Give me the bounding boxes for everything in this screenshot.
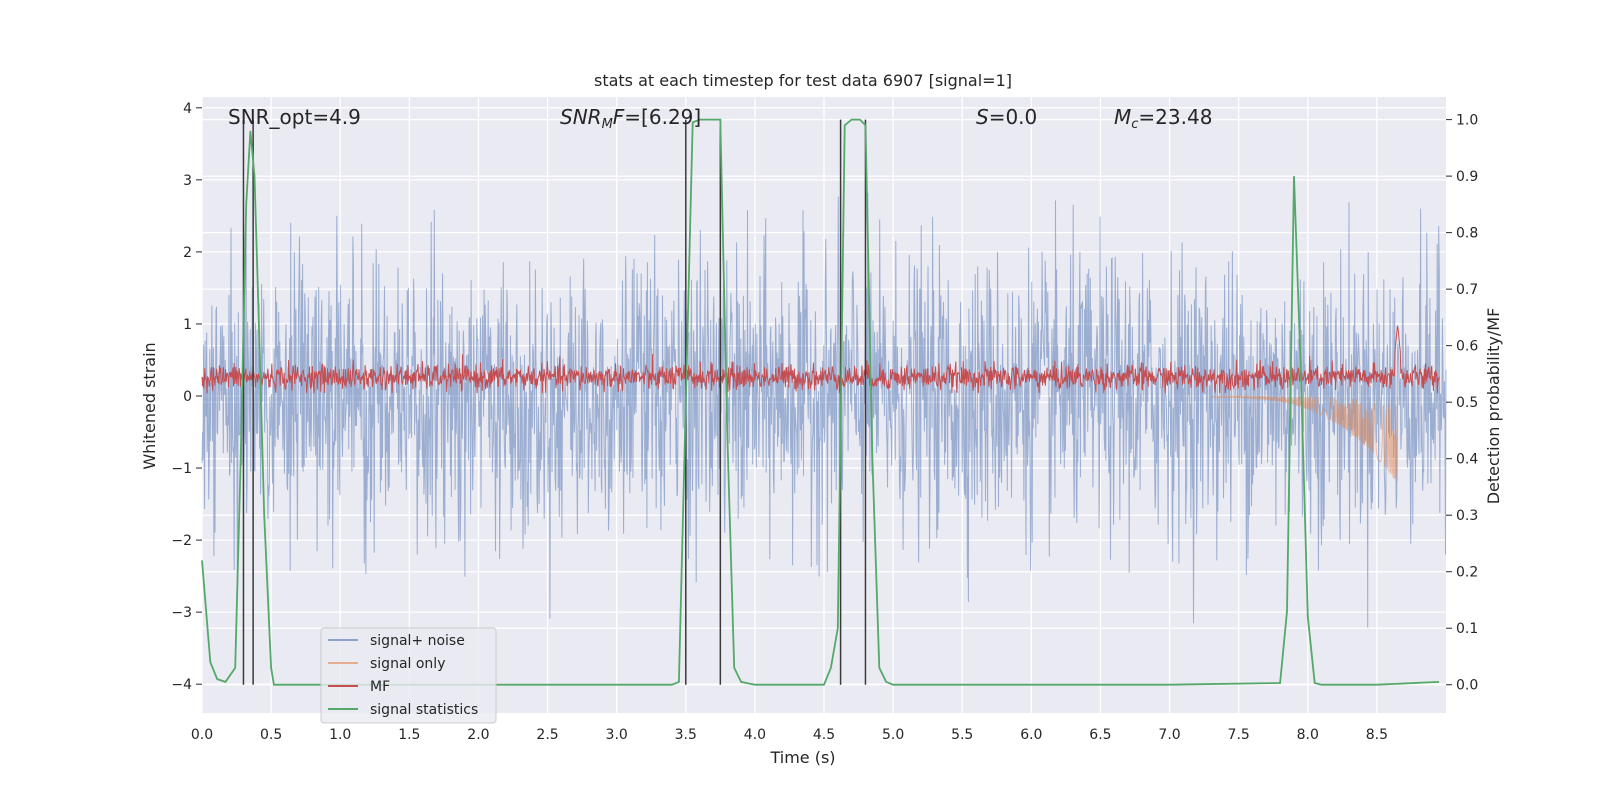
y2-tick-label: 0.6: [1456, 339, 1478, 355]
y-tick-label: 3: [183, 173, 192, 189]
x-tick-label: 7.0: [1158, 727, 1180, 743]
signal-only-series-layer: [1210, 394, 1399, 482]
y2-tick-label: 0.0: [1456, 678, 1478, 694]
x-tick-label: 1.5: [398, 727, 420, 743]
signal-statistics-layer: [201, 118, 1440, 686]
tick-layer: 0.0 0.5 1.0 1.5 2.0 2.5 3.0 3.5 4.0 4.5 5.0 5.5 6.0 6…: [171, 101, 1478, 743]
chart-title: stats at each timestep for test data 690…: [594, 71, 1012, 90]
x-tick-label: 0.0: [191, 727, 213, 743]
x-tick-label: 7.5: [1228, 727, 1250, 743]
x-tick-label: 0.5: [260, 727, 282, 743]
legend-label-noise: signal+ noise: [370, 633, 465, 649]
legend-box: [320, 627, 497, 724]
y2-tick-label: 0.1: [1456, 621, 1478, 637]
x-tick-label: 8.0: [1297, 727, 1319, 743]
y2-tick-label: 0.9: [1456, 169, 1478, 185]
y-tick-label: 4: [183, 101, 192, 117]
annotation-s: S=0.0: [976, 105, 1037, 129]
x-tick-label: 6.5: [1089, 727, 1111, 743]
mf-series-layer: [201, 325, 1440, 394]
series-signal-plus-noise: [201, 192, 1447, 628]
x-tick-label: 4.0: [744, 727, 766, 743]
x-tick-label: 5.0: [882, 727, 904, 743]
legend-label-stat: signal statistics: [370, 702, 478, 718]
y-tick-label: −1: [171, 461, 192, 477]
x-tick-label: 2.0: [467, 727, 489, 743]
annotation-mc: Mc=23.48: [1114, 105, 1212, 132]
y2-tick-label: 0.3: [1456, 508, 1478, 524]
annotation-snr-mf: SNRMF=[6.29]: [560, 105, 701, 132]
y2-tick-label: 0.8: [1456, 226, 1478, 242]
x-axis-label: Time (s): [769, 748, 835, 767]
x-tick-label: 4.5: [813, 727, 835, 743]
y2-axis-label: Detection probability/MF: [1484, 308, 1503, 505]
y-tick-label: 2: [183, 245, 192, 261]
y2-tick-label: 0.5: [1456, 395, 1478, 411]
annotation-snr-opt: SNR_opt=4.9: [228, 105, 361, 129]
x-tick-label: 6.0: [1020, 727, 1042, 743]
y-axis-label: Whitened strain: [140, 342, 159, 469]
y2-tick-label: 1.0: [1456, 113, 1478, 129]
x-tick-label: 3.5: [675, 727, 697, 743]
series-mf: [201, 325, 1440, 394]
y2-tick-label: 0.4: [1456, 452, 1478, 468]
x-tick-label: 3.0: [606, 727, 628, 743]
x-tick-label: 2.5: [536, 727, 558, 743]
x-tick-label: 5.5: [951, 727, 973, 743]
x-tick-label: 1.0: [329, 727, 351, 743]
noise-series-layer: [201, 192, 1447, 628]
y-tick-label: 1: [183, 317, 192, 333]
y2-tick-label: 0.7: [1456, 282, 1478, 298]
series-signal-only: [1210, 394, 1399, 482]
legend-label-signal: signal only: [370, 656, 445, 672]
y2-tick-label: 0.2: [1456, 565, 1478, 581]
y-tick-label: −3: [171, 605, 192, 621]
y-tick-label: −2: [171, 533, 192, 549]
series-signal-statistics: [201, 118, 1440, 686]
x-tick-label: 8.5: [1366, 727, 1388, 743]
y-tick-label: −4: [171, 677, 192, 693]
legend-label-mf: MF: [370, 679, 390, 695]
legend: signal+ noise signal only MF signal stat…: [320, 627, 497, 724]
y-tick-label: 0: [183, 389, 192, 405]
